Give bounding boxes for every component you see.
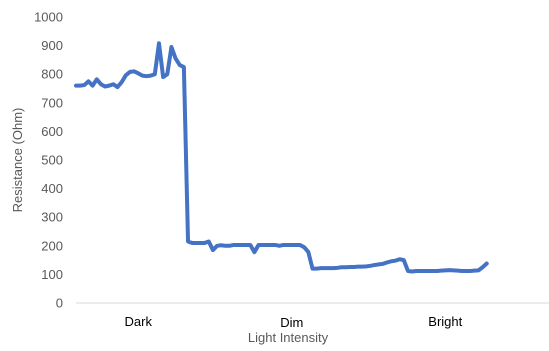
y-tick-label: 800 [41,67,63,82]
y-tick-label: 700 [41,95,63,110]
x-category-label: Dim [280,315,303,330]
x-category-label: Dark [125,314,153,329]
y-tick-label: 600 [41,124,63,139]
y-tick-label: 400 [41,181,63,196]
y-axis-title: Resistance (Ohm) [10,108,25,213]
y-tick-label: 200 [41,238,63,253]
y-tick-label: 1000 [34,10,63,25]
y-tick-label: 500 [41,153,63,168]
x-category-label: Bright [428,314,462,329]
y-axis-tick-labels: 0 100 200 300 400 500 600 700 800 900 1000 [34,10,63,311]
series-group [74,41,489,274]
x-axis-category-labels: Dark Dim Bright [125,314,463,330]
y-tick-label: 900 [41,38,63,53]
series-line [74,41,489,274]
x-axis-title: Light Intensity [248,330,329,345]
y-tick-label: 0 [56,296,63,311]
y-tick-label: 300 [41,210,63,225]
y-tick-label: 100 [41,267,63,282]
